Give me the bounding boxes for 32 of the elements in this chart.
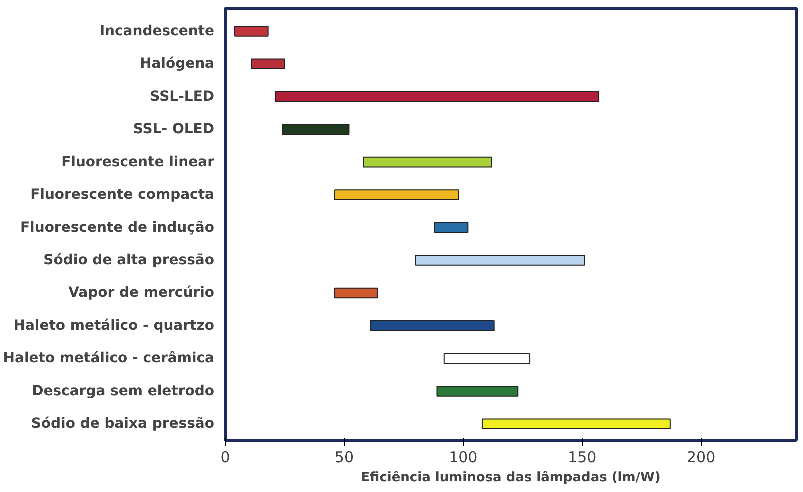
bar bbox=[370, 320, 495, 332]
bar bbox=[234, 26, 269, 37]
y-tick-label: Fluorescente linear bbox=[62, 154, 215, 170]
y-tick-label: Sódio de alta pressão bbox=[44, 252, 215, 268]
bar bbox=[334, 288, 378, 299]
bar bbox=[251, 58, 286, 70]
y-tick-label: Fluorescente compacta bbox=[30, 187, 215, 204]
bar bbox=[444, 353, 531, 364]
y-tick-label: SSL-LED bbox=[150, 88, 214, 105]
x-tick-label: 150 bbox=[568, 448, 597, 466]
x-tick-label: 200 bbox=[687, 448, 716, 466]
bar bbox=[362, 156, 492, 168]
y-tick-label: Halógena bbox=[140, 56, 215, 72]
bar bbox=[436, 386, 519, 397]
bar bbox=[334, 190, 460, 200]
x-tick-label: 100 bbox=[449, 448, 478, 466]
y-tick-label: Fluorescente de indução bbox=[20, 220, 215, 236]
bar bbox=[274, 91, 600, 102]
y-tick-label: Incandescente bbox=[100, 23, 214, 40]
y-tick-label: Descarga sem eletrodo bbox=[32, 383, 215, 400]
bar bbox=[415, 255, 586, 266]
y-tick-label: Haleto metálico - cerâmica bbox=[3, 350, 214, 367]
y-tick-label: Sódio de baixa pressão bbox=[31, 416, 215, 432]
y-tick-label: Vapor de mercúrio bbox=[68, 285, 215, 302]
bar bbox=[482, 418, 671, 430]
x-tick-label: 0 bbox=[220, 448, 230, 466]
x-axis-title: Eficiência luminosa das lâmpadas (lm/W) bbox=[361, 470, 661, 486]
bar bbox=[434, 222, 469, 234]
x-tick-label: 50 bbox=[334, 448, 354, 466]
y-tick-label: SSL- OLED bbox=[133, 122, 215, 138]
bar bbox=[282, 124, 350, 135]
y-tick-label: Haleto metálico - quartzo bbox=[14, 318, 215, 334]
